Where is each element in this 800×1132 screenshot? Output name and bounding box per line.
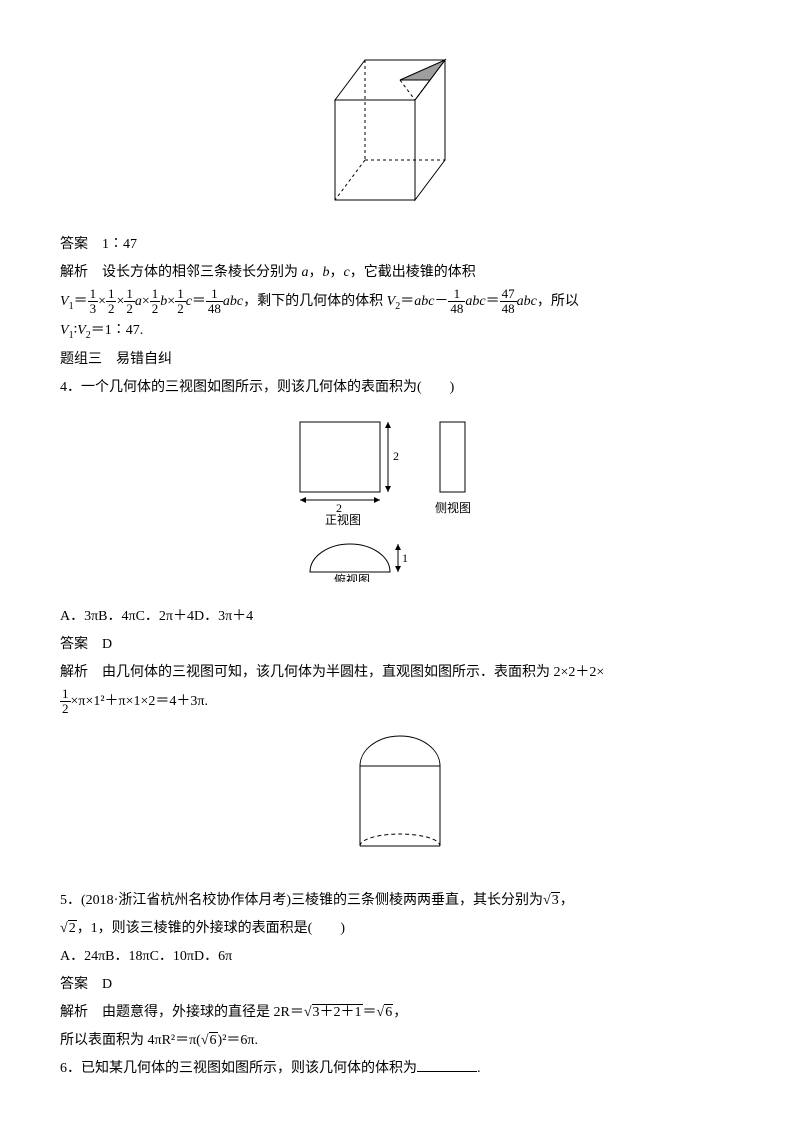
q4-options: A．3πB．4πC．2π＋4D．3π＋4 — [60, 603, 740, 631]
q5-analysis-post: ， — [393, 1005, 407, 1020]
q5-stem-pre: 5．(2018·浙江省杭州名校协作体月考)三棱锥的三条侧棱两两垂直，其长分别为 — [60, 893, 543, 908]
var-b: b — [323, 265, 330, 280]
q3-analysis-line3: V1∶V2＝1∶47. — [60, 317, 740, 346]
analysis-text: 设长方体的相邻三条棱长分别为 — [102, 265, 298, 280]
side-label: 侧视图 — [435, 500, 471, 515]
q5-analysis2-pre: 所以表面积为 4πR²＝π( — [60, 1033, 201, 1048]
q4-answer-line: 答案 D — [60, 631, 740, 659]
answer-label: 答案 — [60, 977, 88, 992]
blank — [417, 1057, 477, 1072]
q6-stem-post: . — [477, 1061, 481, 1076]
q5-stem: 5．(2018·浙江省杭州名校协作体月考)三棱锥的三条侧棱两两垂直，其长分别为 3… — [60, 887, 740, 915]
cuboid-svg — [325, 50, 475, 210]
front-label: 正视图 — [325, 512, 361, 527]
sqrt6: 6 — [384, 1004, 393, 1020]
answer-value: D — [102, 977, 112, 992]
q4-analysis-line2: 12×π×1²＋π×1×2＝4＋3π. — [60, 687, 740, 717]
group3-title: 题组三 易错自纠 — [60, 346, 740, 374]
q5-analysis-line2: 所以表面积为 4πR²＝π( 6)²＝6π. — [60, 1027, 740, 1055]
q3-answer-line: 答案 1∶47 — [60, 231, 740, 259]
q4-analysis-line1: 解析 由几何体的三视图可知，该几何体为半圆柱，直观图如图所示．表面积为 2×2＋… — [60, 659, 740, 687]
sqrt2: 2 — [68, 920, 77, 936]
q5-stem-mid: ， — [560, 893, 574, 908]
q5-analysis-line1: 解析 由题意得，外接球的直径是 2R＝ 3＋2＋1＝ 6， — [60, 999, 740, 1027]
three-views-figure: 2 2 正视图 侧视图 1 俯视图 — [60, 412, 740, 593]
cuboid-figure — [60, 50, 740, 221]
sqrt-sum: 3＋2＋1 — [312, 1004, 363, 1020]
line2-tail: ，所以 — [537, 294, 579, 309]
answer-value: D — [102, 637, 112, 652]
sqrt6b: 6 — [209, 1032, 218, 1048]
dim-1: 1 — [402, 551, 408, 565]
half-cylinder-svg — [340, 726, 460, 866]
analysis-label: 解析 — [60, 265, 88, 280]
eq: ＝ — [363, 1005, 377, 1020]
q6-stem-text: 6．已知某几何体的三视图如图所示，则该几何体的体积为 — [60, 1061, 417, 1076]
analysis-label: 解析 — [60, 1005, 88, 1020]
analysis-text1b: ，它截出棱锥的体积 — [350, 265, 476, 280]
three-views-svg: 2 2 正视图 侧视图 1 俯视图 — [270, 412, 530, 582]
q3-analysis-line2: V1＝13×12×12a×12b×12c＝148abc，剩下的几何体的体积 V2… — [60, 287, 740, 317]
q4-stem: 4．一个几何体的三视图如图所示，则该几何体的表面积为( ) — [60, 374, 740, 402]
answer-value: 1∶47 — [102, 237, 137, 252]
answer-label: 答案 — [60, 237, 88, 252]
q5-stem-line2: 2，1，则该三棱锥的外接球的表面积是( ) — [60, 915, 740, 943]
analysis-text: 由几何体的三视图可知，该几何体为半圆柱，直观图如图所示．表面积为 2×2＋2× — [102, 665, 604, 680]
dim-2-v: 2 — [393, 449, 399, 463]
q3-analysis-line1: 解析 设长方体的相邻三条棱长分别为 a，b，c，它截出棱锥的体积 — [60, 259, 740, 287]
q6-stem: 6．已知某几何体的三视图如图所示，则该几何体的体积为. — [60, 1055, 740, 1083]
analysis-label: 解析 — [60, 665, 88, 680]
answer-label: 答案 — [60, 637, 88, 652]
q5-options: A．24πB．18πC．10πD．6π — [60, 943, 740, 971]
var-a: a — [302, 265, 309, 280]
q5-stem-post: ，1，则该三棱锥的外接球的表面积是( ) — [77, 921, 345, 936]
sqrt3: 3 — [551, 892, 560, 908]
q5-answer-line: 答案 D — [60, 971, 740, 999]
q5-analysis-pre: 由题意得，外接球的直径是 2R＝ — [102, 1005, 304, 1020]
half-cylinder-figure — [60, 726, 740, 877]
analysis-line2-text: ×π×1²＋π×1×2＝4＋3π. — [71, 694, 208, 709]
top-label: 俯视图 — [334, 572, 370, 582]
line2-mid: ，剩下的几何体的体积 — [243, 294, 387, 309]
q5-analysis2-post: )²＝6π. — [218, 1033, 258, 1048]
